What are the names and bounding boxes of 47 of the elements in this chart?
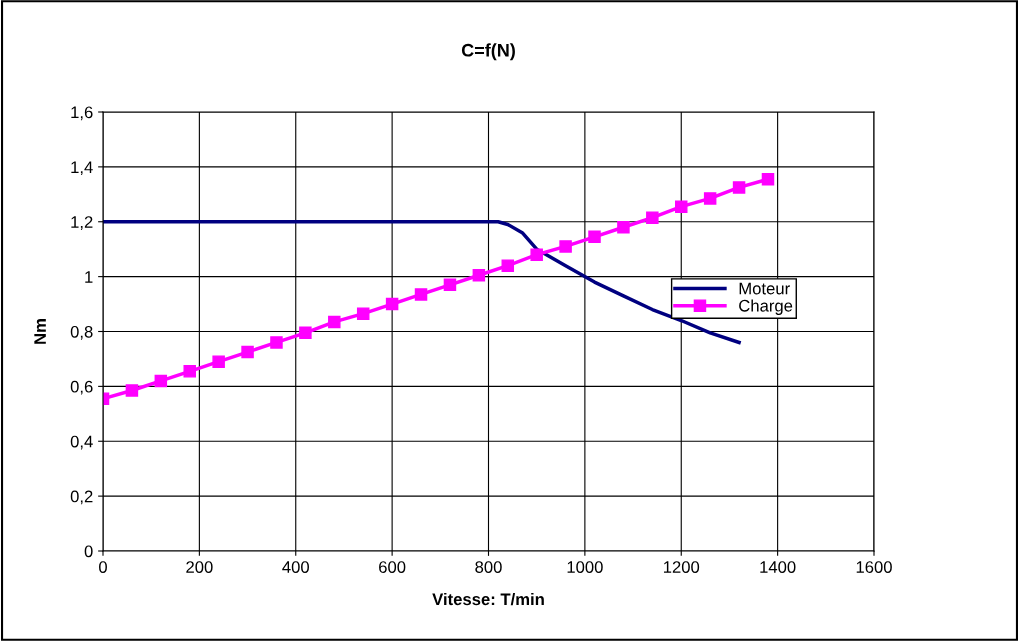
y-axis-title: Nm (34, 319, 46, 344)
point (617, 220, 630, 234)
point (270, 336, 283, 349)
x-tick-label: 1600 (856, 561, 892, 573)
point (356, 307, 370, 320)
x-tick-label: 1200 (663, 561, 700, 573)
point (559, 240, 572, 253)
x-tick-label: 0 (99, 561, 107, 573)
chart-title: C=f(N) (461, 43, 515, 61)
x-tick-label: 1000 (567, 561, 603, 573)
legend-label: Charge (739, 299, 793, 315)
y-tick-label: 0,4 (70, 435, 93, 450)
point (299, 326, 312, 340)
point (732, 181, 746, 194)
y-tick-label: 0 (84, 545, 93, 558)
point (241, 345, 254, 359)
x-tick-label: 800 (475, 561, 502, 573)
point (443, 278, 457, 292)
point (414, 288, 428, 301)
point (212, 355, 225, 368)
point (703, 192, 717, 205)
line-series (103, 220, 741, 345)
y-tick-label: 0,2 (70, 490, 93, 505)
point (385, 297, 399, 311)
point (530, 248, 543, 261)
y-tick-label: 1 (85, 271, 93, 283)
point (328, 315, 341, 329)
point (646, 211, 659, 224)
point (674, 200, 688, 213)
point (154, 374, 168, 388)
point (183, 365, 196, 378)
point (472, 269, 486, 282)
y-tick-label: 1,2 (71, 216, 93, 230)
y-tick-label: 0,6 (70, 380, 93, 395)
x-tick-label: 1400 (760, 561, 796, 573)
y-tick-label: 0,8 (70, 325, 93, 340)
point (501, 259, 515, 272)
point (125, 384, 139, 397)
y-tick-label: 1,6 (71, 106, 93, 121)
x-tick-label: 600 (379, 561, 406, 573)
point (588, 230, 601, 244)
legend-label: Moteur (739, 282, 790, 295)
x-tick-label: 400 (282, 561, 309, 573)
point (761, 172, 775, 186)
x-tick-label: 200 (186, 561, 213, 573)
y-tick-label: 1,4 (71, 161, 93, 176)
x-axis-title: Vitesse: T/min (432, 592, 544, 606)
